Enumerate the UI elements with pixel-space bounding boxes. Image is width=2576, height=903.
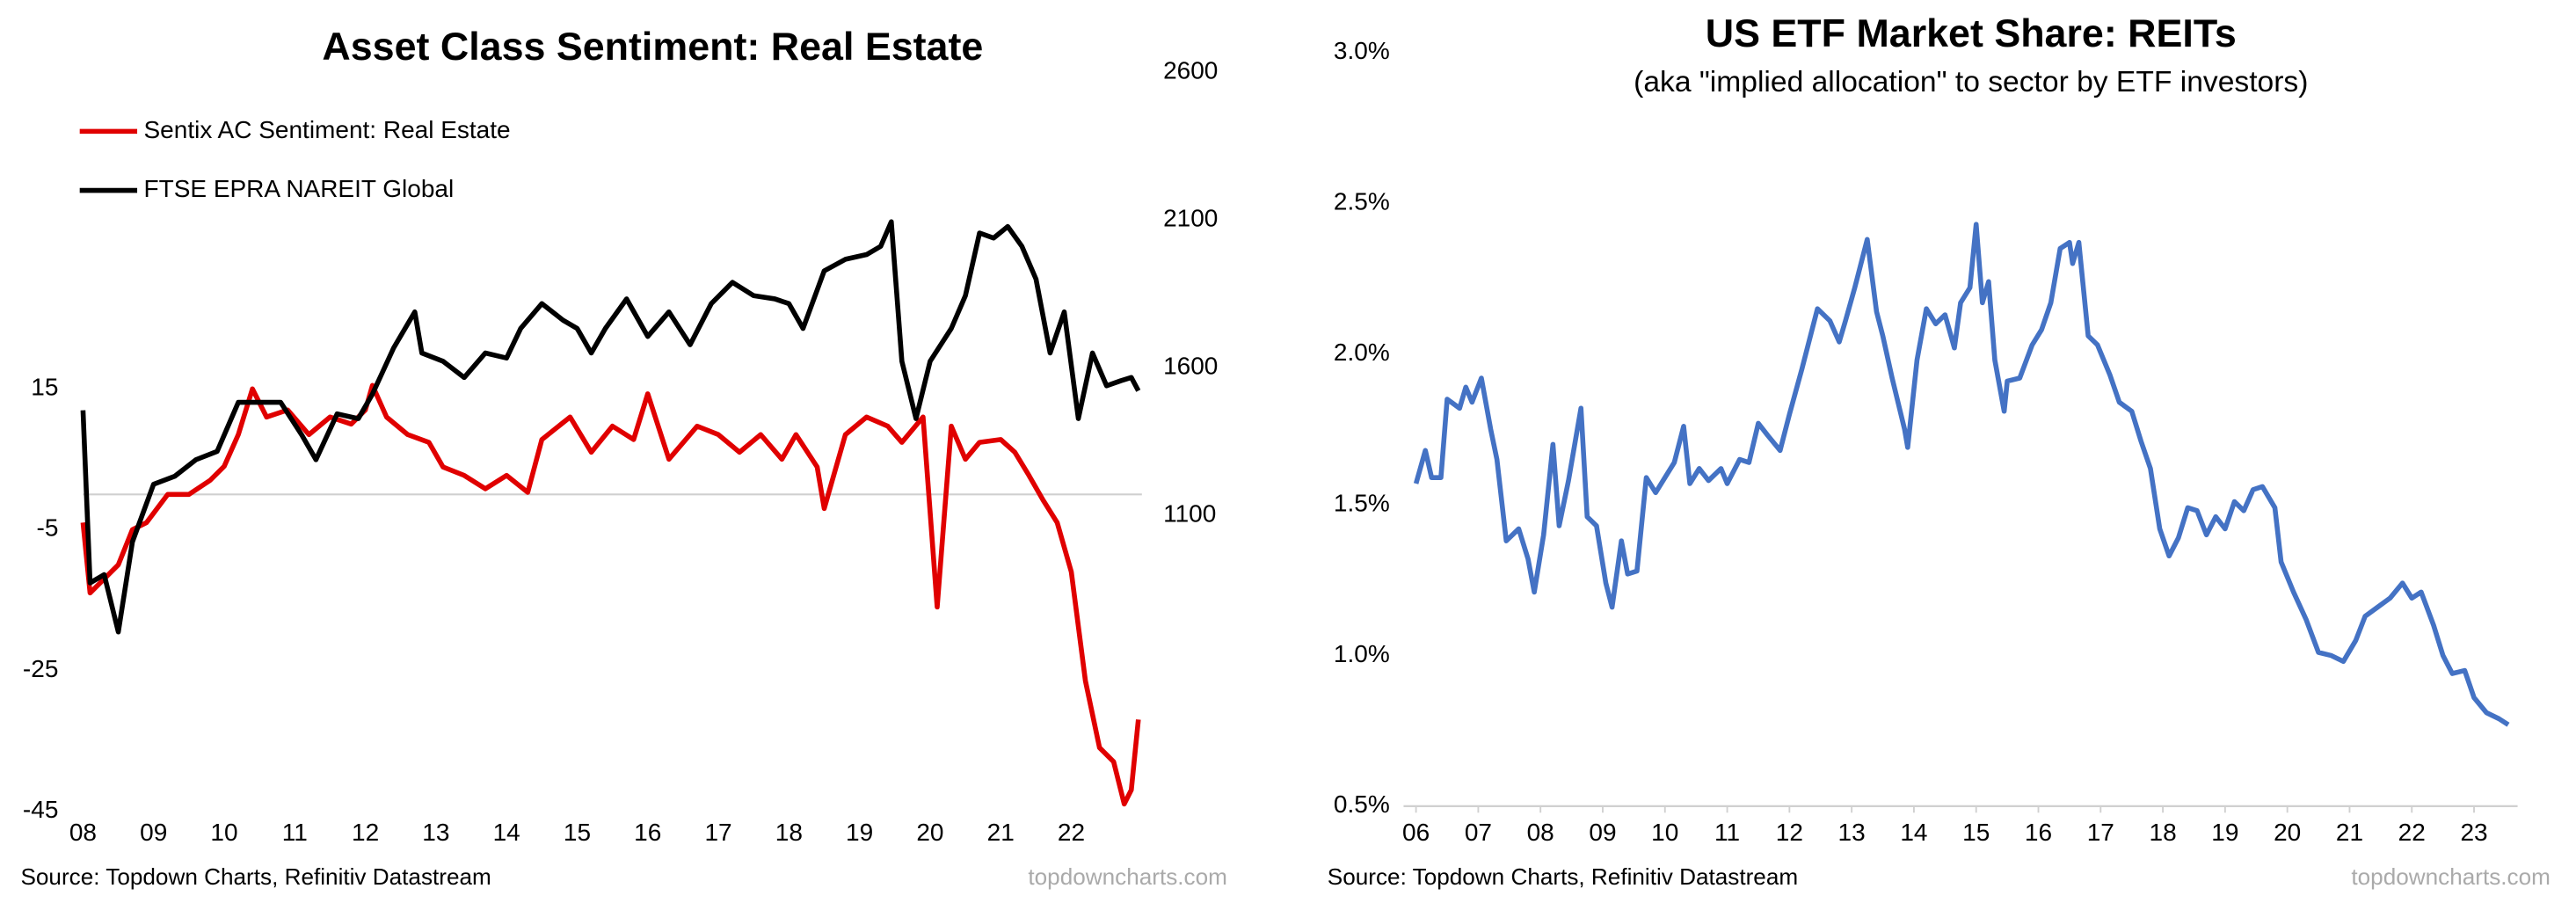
- x-tick-label: 14: [1900, 819, 1927, 846]
- x-tick-label: 09: [1589, 819, 1616, 846]
- y-tick-label: 0.5%: [1334, 790, 1390, 818]
- y-tick-label: -45: [23, 796, 58, 823]
- x-tick-label: 10: [210, 819, 237, 846]
- x-tick-label: 07: [1465, 819, 1492, 846]
- x-tick-label: 18: [775, 819, 803, 846]
- x-tick-label: 06: [1402, 819, 1430, 846]
- x-tick-label: 13: [1838, 819, 1866, 846]
- legend-label: FTSE EPRA NAREIT Global: [144, 175, 455, 202]
- y-tick-label: -25: [23, 655, 58, 682]
- x-tick-label: 19: [2211, 819, 2238, 846]
- x-tick-label: 19: [846, 819, 873, 846]
- x-tick-label: 17: [2087, 819, 2114, 846]
- x-tick-label: 12: [352, 819, 379, 846]
- x-tick-label: 22: [2398, 819, 2426, 846]
- y2-tick-label: 1600: [1163, 353, 1218, 380]
- chart-title: Asset Class Sentiment: Real Estate: [322, 25, 983, 69]
- x-tick-label: 09: [140, 819, 167, 846]
- x-tick-label: 13: [422, 819, 449, 846]
- x-tick-label: 21: [2336, 819, 2363, 846]
- x-tick-label: 21: [987, 819, 1015, 846]
- x-tick-label: 17: [704, 819, 731, 846]
- x-tick-label: 12: [1776, 819, 1803, 846]
- y-tick-label: 2.0%: [1334, 339, 1390, 366]
- y-tick-label: -5: [37, 514, 59, 542]
- x-tick-label: 15: [564, 819, 591, 846]
- x-tick-label: 22: [1058, 819, 1085, 846]
- x-tick-label: 16: [634, 819, 661, 846]
- x-tick-label: 08: [1527, 819, 1554, 846]
- series-line: [1413, 222, 2510, 727]
- y2-tick-label: 1100: [1163, 500, 1216, 528]
- x-tick-label: 08: [69, 819, 97, 846]
- y2-tick-label: 2600: [1163, 57, 1218, 84]
- x-tick-label: 16: [2025, 819, 2052, 846]
- watermark: topdowncharts.com: [2351, 863, 2551, 890]
- y-tick-label: 3.0%: [1334, 37, 1390, 64]
- x-tick-label: 14: [493, 819, 520, 846]
- series-line: [80, 382, 1141, 807]
- series-line: [80, 219, 1141, 635]
- chart-subtitle: (aka "implied allocation" to sector by E…: [1634, 66, 2308, 98]
- chart-title: US ETF Market Share: REITs: [1706, 11, 2237, 55]
- y2-tick-label: 2100: [1163, 205, 1218, 232]
- y-tick-label: 1.5%: [1334, 489, 1390, 516]
- x-tick-label: 15: [1962, 819, 1990, 846]
- legend-label: Sentix AC Sentiment: Real Estate: [144, 116, 511, 143]
- y-tick-label: 15: [31, 374, 58, 401]
- watermark: topdowncharts.com: [1028, 863, 1227, 890]
- x-tick-label: 18: [2150, 819, 2177, 846]
- x-tick-label: 10: [1651, 819, 1678, 846]
- x-tick-label: 11: [1714, 819, 1740, 846]
- x-tick-label: 20: [916, 819, 943, 846]
- y-tick-label: 1.0%: [1334, 640, 1390, 667]
- y-tick-label: 2.5%: [1334, 188, 1390, 215]
- source-note: Source: Topdown Charts, Refinitiv Datast…: [20, 863, 491, 890]
- x-tick-label: 20: [2274, 819, 2301, 846]
- source-note: Source: Topdown Charts, Refinitiv Datast…: [1328, 863, 1798, 890]
- x-tick-label: 23: [2460, 819, 2487, 846]
- x-tick-label: 11: [282, 819, 308, 846]
